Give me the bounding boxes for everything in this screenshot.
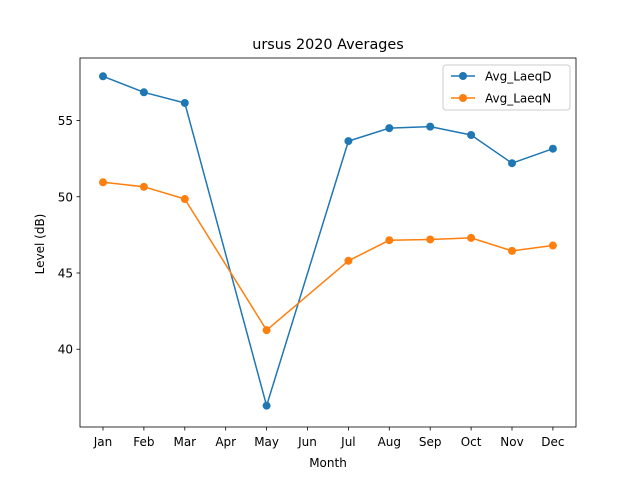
series-line-Avg_LaeqD [102, 75, 554, 407]
x-tick-label-Jun: Jun [297, 435, 317, 449]
data-point-Avg_LaeqD-May [262, 401, 271, 410]
data-point-Avg_LaeqD-Nov [508, 159, 516, 168]
axes: Jan Feb Mar Apr May Jun Jul Aug Sep Oct Nov Dec 40 45… [58, 57, 577, 449]
x-tick-label-Oct: Oct [461, 435, 482, 449]
series-line-Avg_LaeqN [102, 181, 553, 331]
legend-label-Avg_LaeqD: Avg_LaeqD [485, 70, 552, 84]
plot-frame [79, 57, 577, 428]
legend-marker-Avg_LaeqN [459, 94, 467, 102]
data-point-Avg_LaeqN-Jan [99, 178, 107, 187]
data-point-Avg_LaeqN-Oct [467, 233, 476, 242]
x-tick-label-Mar: Mar [173, 435, 196, 449]
x-tick-label-Dec: Dec [541, 435, 564, 449]
data-point-Avg_LaeqN-May [262, 326, 271, 335]
chart-title: ursus 2020 Averages [252, 37, 404, 53]
data-point-Avg_LaeqN-Sep [426, 235, 435, 244]
data-point-Avg_LaeqN-Jul [344, 256, 353, 265]
x-tick-label-Aug: Aug [378, 435, 401, 449]
legend-marker-Avg_LaeqD [459, 72, 467, 80]
x-tick-label-Sep: Sep [419, 435, 442, 449]
y-axis-label: Level (dB) [33, 214, 47, 275]
y-tick-label-50: 50 [58, 190, 73, 204]
data-point-Avg_LaeqN-Mar [180, 195, 189, 204]
y-tick-label-55: 55 [58, 114, 73, 128]
data-point-Avg_LaeqD-Oct [467, 131, 476, 140]
y-tick-label-45: 45 [58, 266, 73, 280]
data-point-Avg_LaeqN-Dec [548, 241, 557, 250]
x-axis-label: Month [309, 456, 347, 470]
x-tick-label-Jul: Jul [340, 435, 355, 449]
legend: Avg_LaeqD Avg_LaeqN [442, 64, 571, 111]
data-point-Avg_LaeqD-Jul [344, 137, 353, 146]
data-point-Avg_LaeqD-Jan [99, 72, 107, 81]
x-tick-label-Apr: Apr [215, 435, 236, 449]
data-point-Avg_LaeqN-Nov [508, 246, 516, 255]
y-tick-label-40: 40 [58, 343, 73, 357]
legend-label-Avg_LaeqN: Avg_LaeqN [485, 92, 551, 106]
data-point-Avg_LaeqN-Aug [385, 236, 394, 245]
x-tick-label-Nov: Nov [500, 435, 523, 449]
x-tick-label-Feb: Feb [133, 435, 154, 449]
data-point-Avg_LaeqD-Dec [548, 144, 557, 153]
plot-area [99, 72, 557, 410]
x-tick-label-Jan: Jan [93, 435, 113, 449]
data-point-Avg_LaeqD-Aug [385, 124, 394, 133]
data-point-Avg_LaeqD-Mar [180, 98, 189, 107]
data-point-Avg_LaeqD-Sep [426, 122, 435, 131]
data-point-Avg_LaeqD-Feb [139, 88, 148, 97]
data-point-Avg_LaeqN-Feb [139, 182, 148, 191]
x-tick-label-May: May [254, 435, 279, 449]
